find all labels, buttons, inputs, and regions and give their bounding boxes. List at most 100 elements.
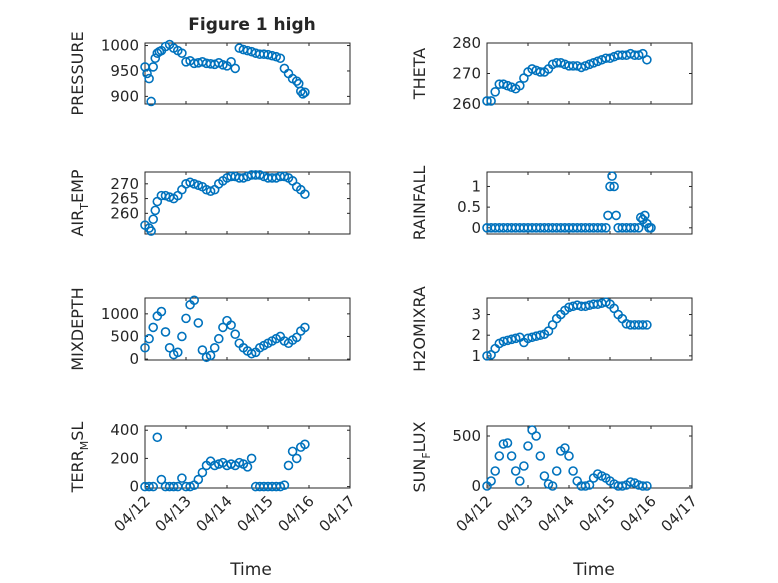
data-point	[502, 438, 513, 448]
y-axis-label: SUNFLUX	[410, 421, 433, 492]
x-tick-label: 04/14	[535, 492, 578, 535]
y-tick-label: 0.5	[457, 198, 481, 216]
data-point	[601, 223, 611, 233]
x-tick-label: 04/16	[275, 492, 318, 535]
data-point	[642, 54, 652, 65]
y-tick-label: 1000	[101, 37, 139, 55]
data-point	[291, 453, 302, 464]
data-point	[144, 333, 154, 344]
data-point	[486, 476, 496, 486]
data-point	[209, 460, 220, 471]
data-point	[300, 189, 310, 199]
data-point	[226, 57, 236, 67]
y-tick-label: 270	[110, 175, 139, 193]
data-point	[234, 457, 245, 468]
y-tick-label: 270	[452, 65, 481, 83]
data-point	[510, 466, 521, 476]
data-point	[490, 466, 501, 476]
data-point	[279, 171, 290, 182]
y-tick-label: 200	[110, 449, 139, 467]
data-point	[146, 226, 156, 236]
data-point	[300, 87, 310, 98]
x-tick-label: 04/13	[152, 492, 195, 535]
x-tick-label: 04/15	[576, 492, 619, 535]
data-point	[498, 439, 509, 449]
y-tick-label: 0	[471, 477, 481, 495]
data-point	[519, 461, 529, 471]
subplot-pressure: 900 950 1000 PRESSURE	[68, 31, 351, 116]
y-axis-label: RAINFALL	[410, 166, 429, 241]
subplot-mixdepth: 0 500 1000 MIXDEPTH	[68, 287, 351, 371]
data-point	[298, 89, 308, 99]
y-tick-label: 280	[452, 34, 481, 52]
data-point	[283, 460, 294, 471]
x-tick-label: 04/13	[494, 492, 537, 535]
data-point	[523, 441, 533, 451]
data-point	[193, 180, 204, 191]
data-point	[156, 474, 167, 485]
data-point	[482, 351, 492, 361]
data-point	[242, 45, 253, 56]
data-point	[189, 295, 199, 306]
data-point	[486, 96, 496, 106]
data-point	[642, 481, 652, 491]
data-point	[152, 432, 163, 443]
data-point	[607, 171, 617, 181]
y-tick-label: 265	[110, 190, 139, 208]
y-tick-label: 0	[129, 478, 139, 496]
figure-title: Figure 1 high	[188, 15, 316, 35]
data-point	[177, 331, 187, 342]
data-point	[168, 481, 179, 492]
data-point	[300, 322, 310, 333]
data-point	[214, 333, 224, 344]
data-point	[279, 480, 290, 490]
data-point	[584, 480, 595, 490]
data-point	[646, 223, 656, 233]
data-point	[506, 451, 517, 461]
data-point	[160, 327, 171, 337]
data-point	[246, 453, 257, 464]
data-point	[482, 96, 492, 106]
data-point	[218, 60, 228, 70]
data-point	[148, 62, 158, 72]
data-point	[205, 350, 216, 361]
data-point	[144, 481, 154, 492]
data-point	[185, 481, 195, 492]
data-point	[551, 466, 562, 476]
data-point	[287, 446, 298, 457]
y-tick-label: 500	[110, 327, 139, 345]
data-point	[230, 63, 240, 74]
data-point	[275, 481, 286, 492]
data-point	[494, 451, 505, 461]
data-point	[629, 223, 640, 233]
data-point	[531, 431, 542, 441]
y-tick-label: 900	[110, 87, 139, 105]
data-point	[197, 345, 208, 355]
axes-box	[144, 171, 351, 235]
data-point	[205, 186, 216, 196]
data-point	[514, 476, 525, 486]
data-point	[617, 481, 628, 491]
y-axis-label: MIXDEPTH	[68, 287, 87, 370]
y-axis-label: AIRTEMP	[68, 169, 91, 236]
data-point	[209, 342, 220, 353]
data-point	[148, 214, 158, 225]
data-point	[140, 342, 150, 353]
data-point	[197, 467, 208, 478]
y-axis-label: TERRMSL	[68, 422, 91, 494]
data-point	[514, 80, 525, 91]
data-point	[568, 466, 578, 476]
data-point	[185, 177, 195, 188]
data-point	[144, 73, 154, 84]
x-tick-label: 04/15	[234, 492, 277, 535]
subplot-h2omixra: 1 2 3 H2OMIXRA	[410, 286, 693, 372]
data-point	[596, 223, 607, 233]
data-point	[230, 329, 240, 340]
x-axis-label-right: Time	[572, 560, 615, 580]
data-point	[564, 451, 574, 461]
data-point	[267, 50, 277, 61]
y-tick-label: 950	[110, 62, 139, 80]
x-tick-label: 04/14	[193, 492, 236, 535]
